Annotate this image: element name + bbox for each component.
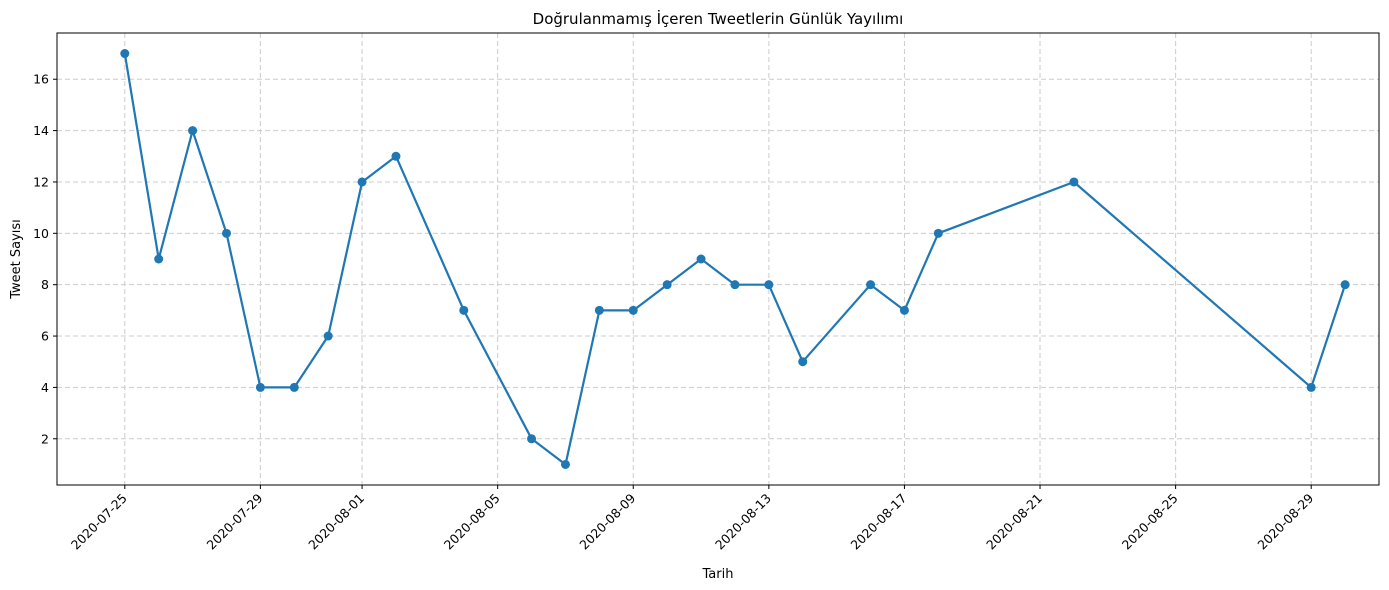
y-tick-label: 6 [41,329,49,344]
y-tick-label: 8 [41,277,49,292]
plot-area-frame [56,32,1380,486]
series-line [123,53,1347,466]
x-tick-label: 2020-08-05 [441,491,503,553]
data-point [357,177,367,187]
grid [57,33,1379,485]
data-point [459,305,469,315]
y-axis-title: Tweet Sayısı [9,219,24,300]
data-point [527,434,537,444]
data-point [323,331,333,341]
data-point [289,382,299,392]
chart-title: Doğrulanmamış İçeren Tweetlerin Günlük Y… [533,9,904,28]
data-point [764,280,774,290]
x-tick-label: 2020-08-09 [576,490,638,552]
y-tick-label: 2 [41,431,49,446]
x-tick-label: 2020-08-13 [712,491,774,553]
x-tick-label: 2020-08-01 [305,491,367,553]
x-tick-label: 2020-08-21 [983,491,1045,553]
x-tick-label: 2020-08-25 [1119,491,1181,553]
series-line-layer [123,53,1347,466]
x-axis-title: Tarih [702,567,734,582]
data-point [1069,177,1079,187]
data-point [1340,280,1350,290]
data-point [560,459,570,469]
x-tick-label: 2020-08-29 [1254,490,1316,552]
data-points [120,49,1350,469]
data-point [221,228,231,238]
data-point [899,305,909,315]
x-tick-label: 2020-08-17 [848,491,910,553]
data-point [594,305,604,315]
data-point [798,357,808,367]
x-tick-label: 2020-07-29 [204,490,266,552]
y-tick-label: 16 [33,72,49,87]
x-axis-ticks: 2020-07-25 2020-07-29 2020-08-01 2020-08-05… [68,485,1316,552]
data-point [154,254,164,264]
data-point [933,228,943,238]
y-tick-label: 10 [33,226,49,241]
data-point [188,126,198,136]
data-point [255,382,265,392]
y-tick-label: 14 [33,123,49,138]
data-point [1306,382,1316,392]
data-point [730,280,740,290]
y-tick-label: 12 [33,174,49,189]
y-axis-ticks: 2 4 6 8 10 12 14 16 [33,72,57,446]
data-point [391,151,401,161]
data-point [866,280,876,290]
data-point [662,280,672,290]
data-point [696,254,706,264]
data-point [628,305,638,315]
data-point [120,49,130,59]
x-tick-label: 2020-07-25 [68,491,130,553]
y-tick-label: 4 [41,380,49,395]
